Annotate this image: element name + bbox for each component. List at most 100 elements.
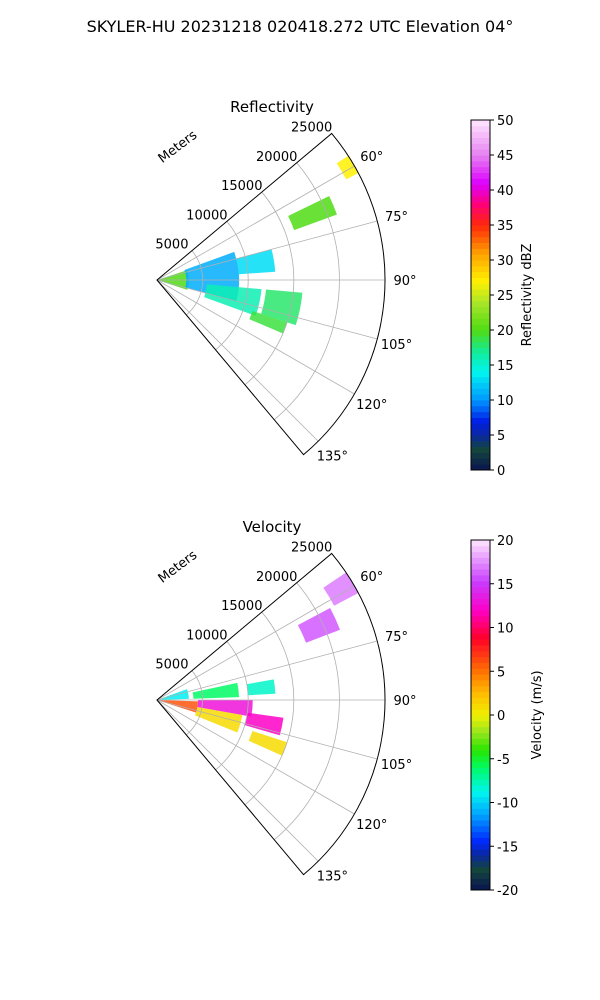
echo-region <box>246 679 276 696</box>
colorbar-segment <box>471 225 490 232</box>
colorbar-segment <box>471 295 490 302</box>
colorbar-tick-label: 50 <box>497 114 514 129</box>
range-tick-label: 25000 <box>291 540 332 555</box>
colorbar-segment <box>471 674 490 681</box>
colorbar-segment <box>471 464 490 471</box>
azimuth-tick-label: 120° <box>356 398 387 413</box>
echo-region <box>288 196 337 231</box>
range-tick-label: 15000 <box>221 599 262 614</box>
colorbar-segment <box>471 843 490 850</box>
range-tick-label: 25000 <box>291 120 332 135</box>
range-tick-label: 20000 <box>256 150 297 165</box>
colorbar-segment <box>471 405 490 413</box>
range-ring <box>244 611 295 806</box>
azimuth-tick-label: 75° <box>385 630 408 645</box>
range-tick-labels: 5000 10000 15000 20000 25000 <box>155 120 332 252</box>
echo-region <box>297 607 341 643</box>
colorbar-segment <box>471 260 490 267</box>
azimuth-spoke <box>156 279 319 442</box>
echo-region <box>236 249 276 275</box>
colorbar-segment <box>471 271 490 278</box>
colorbar-tick-label: 0 <box>497 464 505 479</box>
colorbar-segment <box>471 849 490 856</box>
colorbar-segment <box>471 720 490 728</box>
colorbar-segment <box>471 785 490 792</box>
colorbar-segment <box>471 394 490 401</box>
colorbar-segment <box>471 207 490 214</box>
colorbar-tick-label: 15 <box>497 578 514 593</box>
colorbar-segment <box>471 773 490 780</box>
colorbar-segment <box>471 347 490 354</box>
colorbar-segment <box>471 586 490 593</box>
colorbar-segment <box>471 417 490 424</box>
colorbar-segment <box>471 440 490 448</box>
colorbar-tick-label: 30 <box>497 254 514 269</box>
colorbar-segment <box>471 761 490 768</box>
colorbar-segment <box>471 744 490 751</box>
colorbar-tick-label: -20 <box>497 884 518 899</box>
colorbar-segment <box>471 557 490 564</box>
colorbar-tick-label: 5 <box>497 665 505 680</box>
colorbar-segment <box>471 429 490 436</box>
colorbar-segment <box>471 738 490 745</box>
colorbar-segment <box>471 656 490 663</box>
colorbar-segment <box>471 598 490 605</box>
azimuth-spoke <box>156 220 378 281</box>
colorbar-segment <box>471 750 490 757</box>
colorbar-segment <box>471 767 490 774</box>
colorbar-segment <box>471 335 490 343</box>
azimuth-tick-label: 90° <box>393 274 416 289</box>
colorbar-segment <box>471 388 490 395</box>
colorbar-segment <box>471 831 490 838</box>
colorbar-segment <box>471 837 490 844</box>
echo-region <box>244 712 284 736</box>
colorbar-segment <box>471 458 490 465</box>
colorbar-segment <box>471 411 490 418</box>
colorbar-segment <box>471 166 490 173</box>
range-ring <box>273 582 340 841</box>
azimuth-spoke <box>156 585 355 701</box>
colorbar-tick-label: 40 <box>497 184 514 199</box>
colorbar-tick-label: 25 <box>497 289 514 304</box>
colorbar-segment <box>471 545 490 553</box>
colorbar-segment <box>471 341 490 348</box>
colorbar-segment <box>471 125 490 133</box>
sector-outline <box>156 552 386 876</box>
colorbar-tick-label: 0 <box>497 709 505 724</box>
colorbar-segment <box>471 639 490 646</box>
colorbar-segment <box>471 452 490 459</box>
colorbar-segment <box>471 820 490 827</box>
colorbar-segment <box>471 230 490 238</box>
panel-title: Reflectivity <box>230 98 314 116</box>
colorbar-segment <box>471 610 490 617</box>
colorbar-segment <box>471 330 490 337</box>
colorbar-segment <box>471 732 490 739</box>
colorbar-segment <box>471 715 490 722</box>
colorbar-segment <box>471 691 490 698</box>
colorbar-segment <box>471 155 490 162</box>
colorbar-segment <box>471 131 490 138</box>
colorbar-tick-labels: 0 5 10 15 20 25 30 35 40 45 50 <box>497 114 514 479</box>
colorbar-segment <box>471 884 490 891</box>
colorbar-segment <box>471 685 490 693</box>
range-ring <box>215 221 249 351</box>
colorbar-segment <box>471 120 490 127</box>
reflectivity-panel: Reflectivity Meters 5000 10000 15000 200… <box>155 98 535 479</box>
azimuth-spoke <box>156 640 378 701</box>
colorbar-segment <box>471 627 490 634</box>
colorbar-segment <box>471 306 490 313</box>
colorbar-segment <box>471 254 490 261</box>
azimuth-tick-label: 105° <box>381 338 412 353</box>
colorbar-segment <box>471 540 490 547</box>
colorbar-segment <box>471 650 490 658</box>
colorbar-segment <box>471 312 490 319</box>
colorbar-segment <box>471 551 490 558</box>
colorbar-segment <box>471 703 490 710</box>
colorbar-segment <box>471 697 490 704</box>
colorbar-label: Velocity (m/s) <box>530 670 545 759</box>
colorbar-segment <box>471 219 490 226</box>
colorbar-tick-labels: -20 -15 -10 -5 0 5 10 15 20 <box>497 534 518 899</box>
echo-region <box>248 731 288 756</box>
colorbar-segment <box>471 370 490 378</box>
reflectivity-grid <box>156 132 386 456</box>
